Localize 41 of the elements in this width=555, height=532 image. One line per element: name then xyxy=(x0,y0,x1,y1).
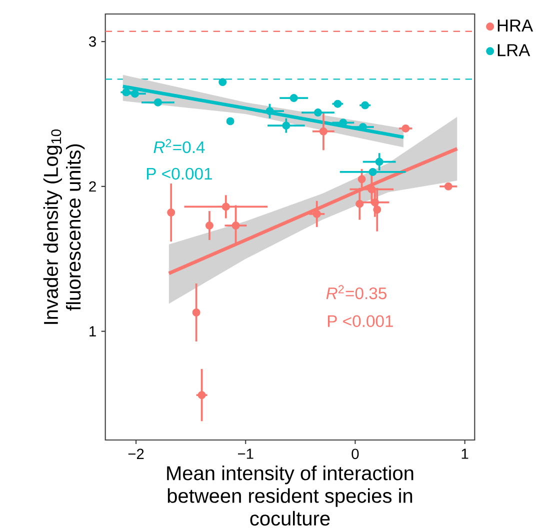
point xyxy=(402,124,410,132)
point xyxy=(319,127,328,136)
point xyxy=(375,158,384,166)
point xyxy=(226,117,234,126)
x-tick-label: 0 xyxy=(352,448,359,460)
point xyxy=(356,200,364,208)
point xyxy=(361,101,370,110)
y-tick-label: 3 xyxy=(89,36,96,47)
x-axis-title: Mean intensity of interaction between resident species in coculture xyxy=(167,466,414,526)
point xyxy=(222,202,230,211)
point xyxy=(205,222,214,230)
point xyxy=(370,198,379,206)
annotation: P <0.001 xyxy=(328,315,393,328)
point xyxy=(130,90,139,98)
point xyxy=(282,122,290,130)
annotation: R$^{2}$=0.4 xyxy=(154,138,205,154)
y-tick-label: 2 xyxy=(89,181,96,192)
y-tick-label: 1 xyxy=(90,326,96,336)
x-tick-label: 1 xyxy=(462,448,468,459)
point xyxy=(232,222,240,230)
point xyxy=(154,98,162,106)
x-tick-label: −1 xyxy=(238,448,254,459)
point xyxy=(334,100,342,108)
point xyxy=(368,185,376,194)
x-tick-label: −2 xyxy=(128,448,144,459)
point xyxy=(368,168,377,176)
point xyxy=(314,108,322,117)
legend-label: LRA xyxy=(498,44,530,56)
annotation: P <0.001 xyxy=(146,168,212,180)
point xyxy=(218,78,227,86)
annotation: R$^{2}$=0.35 xyxy=(326,285,386,300)
legend-label: HRA xyxy=(498,20,534,32)
point xyxy=(312,210,321,218)
point xyxy=(373,206,382,214)
point xyxy=(290,94,298,102)
point xyxy=(167,208,176,217)
point xyxy=(192,308,200,316)
point xyxy=(444,182,452,190)
point xyxy=(358,175,366,184)
point xyxy=(266,107,274,116)
y-axis-title: Invader density (Log$_{10}$ fluorescence units) xyxy=(43,129,85,324)
